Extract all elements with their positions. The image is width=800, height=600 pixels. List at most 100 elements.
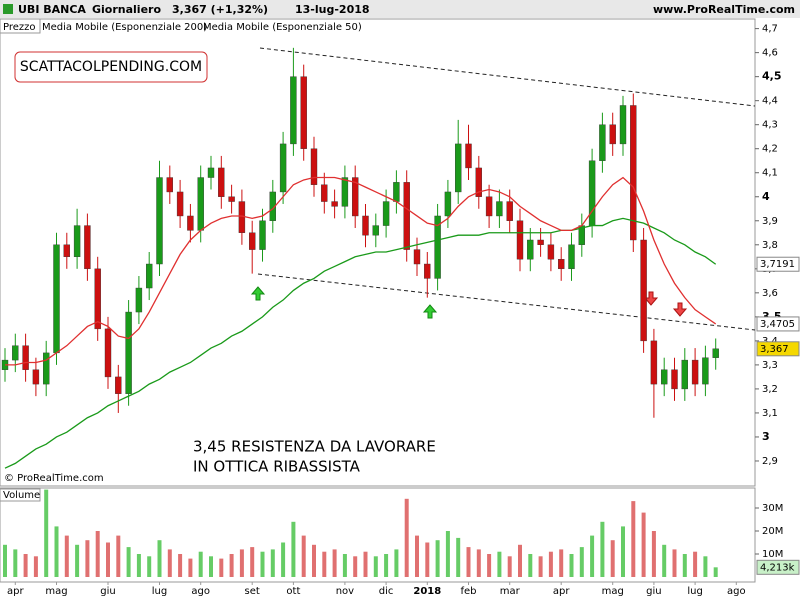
- candle-body: [424, 263, 431, 279]
- x-tick-label: lug: [152, 586, 167, 597]
- volume-bar: [353, 556, 358, 577]
- down-arrow: [672, 302, 688, 317]
- volume-bar: [188, 558, 193, 577]
- quote: 3,367 (+1,32%): [172, 3, 268, 16]
- x-tick-label: feb: [460, 586, 476, 597]
- volume-bar: [54, 526, 59, 577]
- end-label: 3,4705: [760, 319, 795, 330]
- volume-bar: [136, 554, 141, 577]
- volume-bar: [250, 547, 255, 577]
- candle-body: [331, 201, 338, 207]
- candle-body: [527, 239, 534, 260]
- candle-body: [619, 105, 627, 145]
- volume-bar: [518, 544, 522, 577]
- candle-body: [434, 215, 441, 279]
- volume-bar: [672, 549, 677, 577]
- candle-body: [661, 369, 668, 385]
- candle-body: [712, 348, 719, 358]
- candle-body: [475, 167, 482, 197]
- volume-bar: [703, 556, 708, 577]
- volume-bar: [270, 549, 275, 577]
- y-tick-label: 30M: [762, 503, 783, 514]
- volume-bar: [147, 556, 152, 577]
- candle-body: [207, 167, 215, 178]
- candle-body: [156, 177, 163, 265]
- candle-body: [290, 76, 297, 145]
- y-tick-label: 4,4: [762, 96, 778, 107]
- x-tick-label: set: [245, 586, 260, 597]
- y-tick-label: 2,9: [762, 456, 778, 467]
- candle-body: [43, 352, 50, 385]
- candle-body: [22, 345, 29, 370]
- y-tick-label: 10M: [762, 549, 783, 560]
- volume-bar: [548, 551, 553, 577]
- volume-bar: [621, 526, 625, 577]
- volume-bar: [641, 512, 646, 577]
- volume-bar: [456, 537, 461, 577]
- y-tick-label: 20M: [762, 526, 783, 537]
- x-tick-label: mar: [500, 586, 521, 597]
- legend-ma200: Media Mobile (Esponenziale 200): [42, 22, 207, 33]
- candle-body: [588, 160, 596, 226]
- volume-bar: [33, 556, 38, 577]
- trend-line: [257, 273, 756, 331]
- volume-bar: [157, 540, 162, 577]
- candle-body: [176, 191, 184, 217]
- x-tick-label: nov: [336, 586, 354, 597]
- y-tick-label: 4,5: [762, 70, 782, 83]
- candle-body: [681, 359, 688, 390]
- volume-bar: [476, 549, 481, 577]
- volume-bar: [404, 498, 409, 577]
- candle-body: [558, 259, 565, 270]
- volume-bar: [260, 551, 265, 577]
- volume-bar: [693, 551, 698, 577]
- volume-bar: [23, 554, 28, 577]
- volume-bar: [528, 554, 533, 577]
- y-tick-label: 4,2: [762, 144, 778, 155]
- candle-body: [341, 177, 349, 207]
- candle-body: [238, 201, 246, 233]
- x-tick-label: giu: [646, 586, 661, 597]
- volume-bar: [209, 556, 213, 577]
- watermark: SCATTACOLPENDING.COM: [20, 59, 202, 75]
- candle-body: [259, 220, 266, 250]
- candle-body: [609, 124, 616, 145]
- header-bar: [0, 0, 800, 18]
- candle-body: [73, 225, 81, 258]
- candle-body: [248, 232, 256, 250]
- volume-bar: [631, 501, 636, 577]
- down-arrow: [643, 291, 659, 306]
- volume-bar: [301, 535, 306, 577]
- volume-bar: [363, 551, 368, 577]
- x-tick-label: ago: [727, 586, 746, 597]
- candle-body: [403, 182, 410, 250]
- candle-body: [568, 244, 575, 270]
- volume-bar: [13, 549, 18, 577]
- volume-bar: [445, 531, 450, 577]
- volume-bar: [322, 551, 327, 577]
- candle-body: [455, 143, 462, 193]
- volume-bar: [95, 531, 100, 577]
- volume-bar: [64, 535, 69, 577]
- volume-bar: [569, 554, 574, 577]
- candle-body: [187, 215, 194, 231]
- y-tick-label: 4: [762, 190, 770, 203]
- candle-body: [393, 182, 400, 202]
- candle-body: [413, 249, 421, 265]
- candle-body: [269, 191, 276, 221]
- y-tick-label: 4,1: [762, 168, 778, 179]
- x-tick-label: apr: [7, 586, 24, 597]
- volume-bar: [291, 521, 296, 577]
- y-tick-label: 3,3: [762, 360, 778, 371]
- candle-body: [125, 311, 132, 394]
- candle-body: [496, 201, 503, 217]
- x-tick-label: giu: [100, 586, 115, 597]
- volume-bar: [590, 535, 595, 577]
- volume-bar: [394, 549, 399, 577]
- x-tick-label: apr: [553, 586, 570, 597]
- volume-bar: [3, 544, 7, 577]
- candle-body: [537, 239, 544, 245]
- candle-body: [145, 263, 153, 289]
- x-tick-label: mag: [45, 586, 67, 597]
- volume-bar: [198, 551, 203, 577]
